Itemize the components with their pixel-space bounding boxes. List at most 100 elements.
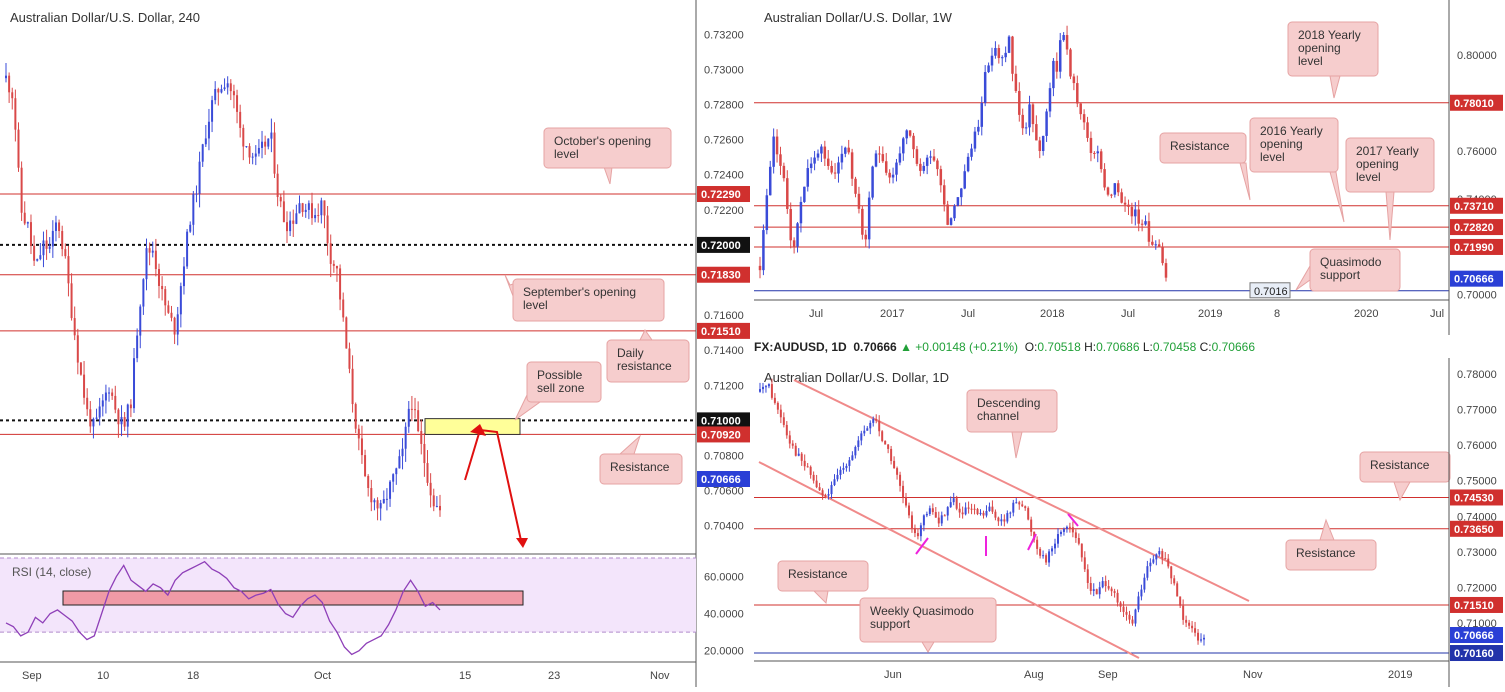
h4-candle-body — [395, 468, 398, 475]
daily-level-label-bg — [1450, 645, 1503, 662]
daily-candle-body — [776, 402, 779, 410]
daily-candle-body — [878, 420, 881, 432]
weekly-candle-body — [782, 165, 786, 179]
weekly-candle-body — [983, 72, 987, 103]
weekly-level-label: 0.71990 — [1454, 242, 1494, 254]
daily-candle-body — [800, 453, 803, 461]
weekly-candle-body — [1134, 209, 1137, 217]
daily-candle-body — [1065, 526, 1068, 529]
h4-candle-body — [335, 265, 338, 269]
daily-candle-body — [1143, 577, 1146, 590]
daily-x-tick: Sep — [1098, 669, 1118, 681]
weekly-candle-body — [1055, 60, 1059, 72]
h4-y-tick: 0.70400 — [704, 521, 744, 533]
h4-callout-september-box — [512, 278, 665, 322]
h4-chart[interactable]: Australian Dollar/U.S. Dollar, 240 0.7320… — [0, 0, 751, 687]
h4-y-tick: 0.72200 — [704, 205, 744, 217]
weekly-y-tick: 0.70000 — [1457, 290, 1497, 302]
daily-candle-body — [899, 474, 902, 486]
daily-candle-body — [1074, 532, 1077, 538]
h4-candle-body — [439, 505, 441, 511]
weekly-candle-body — [1096, 151, 1100, 154]
daily-candle-body — [875, 418, 878, 421]
daily-callout-resistance-left-box — [777, 560, 869, 592]
weekly-callout-quasimodo-box — [1309, 248, 1401, 292]
price-change: ▲ +0.00148 (+0.21%) — [900, 340, 1019, 354]
h4-candle-body — [385, 498, 388, 500]
weekly-candle-body — [1127, 204, 1130, 207]
daily-candle-body — [955, 498, 958, 509]
weekly-candle-body — [919, 163, 922, 171]
weekly-candle-body — [1147, 221, 1151, 242]
daily-candle-body — [1045, 555, 1048, 563]
h4-candle-body — [89, 409, 92, 427]
h4-candle-body — [195, 193, 198, 195]
h4-y-tick: 0.70600 — [704, 486, 744, 498]
daily-candle-body — [809, 466, 812, 475]
daily-candle-body — [922, 515, 925, 526]
daily-candle-body — [884, 440, 887, 445]
h4-candle-body — [192, 194, 195, 225]
daily-candle-body — [997, 517, 1000, 522]
weekly-chart[interactable]: Australian Dollar/U.S. Dollar, 1W 0.80000… — [754, 0, 1505, 335]
daily-callout-weekly-quasimodo-text: Weekly Quasimodo — [870, 604, 974, 618]
daily-candle-body — [860, 433, 863, 441]
weekly-chart-panel[interactable]: Australian Dollar/U.S. Dollar, 1W 0.80000… — [754, 0, 1505, 335]
daily-candle-body — [1191, 625, 1194, 629]
h4-current-price-label-bg — [697, 470, 750, 487]
daily-candle-body — [1021, 504, 1024, 507]
h4-candle-body — [73, 318, 76, 336]
daily-candle-body — [851, 455, 854, 461]
daily-candle-body — [854, 446, 857, 456]
h4-candle-body — [407, 408, 410, 427]
weekly-candle-body — [768, 166, 772, 196]
h4-candle-body — [261, 141, 264, 148]
h4-candle-body — [304, 209, 307, 213]
h4-callout-daily-resistance-box — [606, 339, 690, 383]
weekly-candle-body — [786, 178, 789, 210]
h4-candle-body — [154, 250, 157, 270]
h4-candle-body — [245, 146, 248, 148]
weekly-candle-body — [847, 147, 850, 153]
h4-candle-body — [401, 448, 404, 457]
daily-candle-body — [1176, 583, 1179, 597]
h4-y-tick: 0.71200 — [704, 380, 744, 392]
h4-chart-panel[interactable]: Australian Dollar/U.S. Dollar, 240 0.7320… — [0, 0, 751, 687]
daily-touch-arrow — [1067, 513, 1079, 527]
daily-level-label: 0.70160 — [1454, 648, 1494, 660]
daily-candle-body — [982, 512, 985, 516]
h4-candle-body — [164, 289, 167, 306]
daily-current-price-label: 0.70666 — [1454, 630, 1494, 642]
weekly-candle-body — [1093, 152, 1096, 154]
weekly-candle-body — [809, 163, 813, 169]
h4-callout-resistance-text: Resistance — [610, 460, 670, 474]
weekly-x-tick: 2018 — [1040, 308, 1064, 320]
daily-chart[interactable]: Australian Dollar/U.S. Dollar, 1D 0.78000… — [754, 358, 1505, 687]
daily-chart-panel[interactable]: Australian Dollar/U.S. Dollar, 1D 0.78000… — [754, 358, 1505, 687]
daily-candle-body — [806, 466, 809, 468]
h4-y-tick: 0.72400 — [704, 170, 744, 182]
h4-candle-body — [58, 222, 61, 232]
daily-candle-body — [782, 417, 785, 425]
weekly-candle-body — [1052, 60, 1055, 89]
weekly-candle-body — [1089, 137, 1093, 153]
daily-candle-body — [931, 508, 934, 513]
weekly-candle-body — [840, 153, 844, 163]
h4-candle-body — [282, 201, 285, 223]
h4-level-label: 0.70920 — [701, 429, 741, 441]
daily-candle-body — [791, 443, 794, 446]
weekly-callout-2018-text: opening — [1298, 41, 1341, 55]
h4-candle-body — [295, 213, 298, 224]
h4-candle-body — [329, 243, 332, 264]
h4-candle-body — [217, 89, 220, 93]
weekly-candle-body — [1079, 103, 1082, 115]
h4-candle-body — [176, 314, 179, 335]
h4-candle-body — [198, 161, 201, 194]
h4-candle-body — [248, 146, 251, 158]
h4-candle-body — [423, 443, 426, 464]
weekly-candle-body — [1120, 192, 1123, 203]
daily-candle-body — [1000, 519, 1003, 522]
daily-candle-body — [1197, 632, 1200, 641]
weekly-candle-body — [1014, 73, 1018, 91]
weekly-candle-body — [891, 174, 895, 178]
